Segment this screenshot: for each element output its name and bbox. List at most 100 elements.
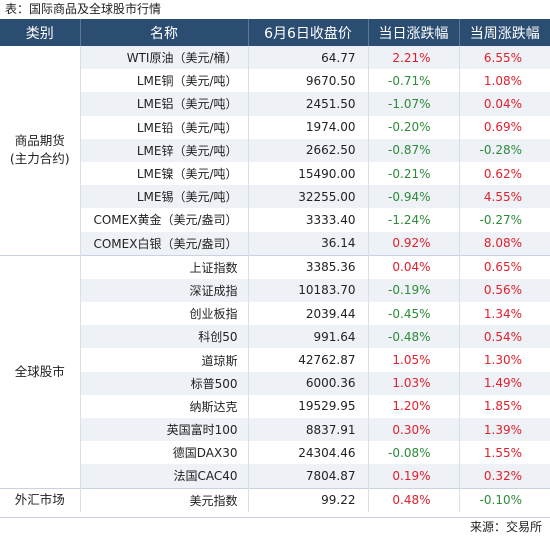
- week-change-cell: 0.62%: [459, 161, 550, 186]
- close-cell: 64.77: [248, 46, 369, 70]
- day-change-cell: 0.04%: [368, 254, 460, 279]
- table-bottom-border: [0, 517, 550, 518]
- table-row: 商品期货 (主力合约) WTI原油（美元/桶） 64.77 2.21% 6.55%: [0, 46, 550, 256]
- header-name: 名称: [80, 19, 249, 46]
- close-cell: 15490.00: [248, 161, 369, 186]
- close-cell: 6000.36: [248, 371, 369, 395]
- close-cell: 99.22: [248, 487, 369, 512]
- name-cell: LME铝（美元/吨）: [80, 92, 249, 116]
- table-title: 表：国际商品及全球股市行情: [5, 2, 162, 16]
- name-cell: 道琼斯: [80, 348, 249, 372]
- table-row: LME镍（美元/吨） 15490.00 -0.21% 0.62%: [0, 161, 550, 186]
- header-category: 类别: [0, 19, 81, 46]
- week-change-cell: 1.55%: [459, 441, 550, 465]
- name-cell: LME锌（美元/吨）: [80, 138, 249, 162]
- name-cell: 纳斯达克: [80, 394, 249, 418]
- week-change-cell: 1.39%: [459, 418, 550, 442]
- close-cell: 8837.91: [248, 418, 369, 442]
- week-change-cell: 0.65%: [459, 254, 550, 279]
- table-row: 德国DAX30 24304.46 -0.08% 1.55%: [0, 441, 550, 465]
- table-row: 法国CAC40 7804.87 0.19% 0.32%: [0, 464, 550, 489]
- name-cell: 科创50: [80, 325, 249, 349]
- name-cell: WTI原油（美元/桶）: [80, 46, 249, 70]
- table-row: 深证成指 10183.70 -0.19% 0.56%: [0, 278, 550, 303]
- week-change-cell: 8.08%: [459, 231, 550, 256]
- week-change-cell: 1.08%: [459, 69, 550, 93]
- close-cell: 9670.50: [248, 69, 369, 93]
- week-change-cell: 4.55%: [459, 185, 550, 209]
- close-cell: 24304.46: [248, 441, 369, 465]
- name-cell: LME铜（美元/吨）: [80, 69, 249, 93]
- header-day-change: 当日涨跌幅: [368, 19, 460, 46]
- close-cell: 19529.95: [248, 394, 369, 418]
- week-change-cell: 0.54%: [459, 325, 550, 349]
- table-row: LME锡（美元/吨） 32255.00 -0.94% 4.55%: [0, 185, 550, 209]
- close-cell: 991.64: [248, 325, 369, 349]
- day-change-cell: -0.21%: [368, 161, 460, 186]
- close-cell: 2039.44: [248, 302, 369, 326]
- name-cell: 创业板指: [80, 302, 249, 326]
- header-close: 6月6日收盘价: [248, 19, 369, 46]
- table-row: 科创50 991.64 -0.48% 0.54%: [0, 325, 550, 349]
- week-change-cell: 0.04%: [459, 92, 550, 116]
- day-change-cell: -0.94%: [368, 185, 460, 209]
- close-cell: 42762.87: [248, 348, 369, 372]
- day-change-cell: -0.45%: [368, 302, 460, 326]
- name-cell: 英国富时100: [80, 418, 249, 442]
- day-change-cell: -0.19%: [368, 278, 460, 303]
- day-change-cell: -0.20%: [368, 115, 460, 139]
- week-change-cell: 6.55%: [459, 46, 550, 70]
- close-cell: 36.14: [248, 231, 369, 256]
- table-row: LME铅（美元/吨） 1974.00 -0.20% 0.69%: [0, 115, 550, 139]
- name-cell: 法国CAC40: [80, 464, 249, 489]
- day-change-cell: 0.19%: [368, 464, 460, 489]
- category-cell: 商品期货 (主力合约): [0, 46, 81, 256]
- day-change-cell: 0.92%: [368, 231, 460, 256]
- name-cell: 深证成指: [80, 278, 249, 303]
- week-change-cell: 1.49%: [459, 371, 550, 395]
- week-change-cell: -0.10%: [459, 487, 550, 512]
- name-cell: COMEX黄金（美元/盎司）: [80, 208, 249, 232]
- market-table: 类别 名称 6月6日收盘价 当日涨跌幅 当周涨跌幅 商品期货 (主力合约) WTI…: [0, 19, 550, 512]
- week-change-cell: 0.56%: [459, 278, 550, 303]
- close-cell: 3333.40: [248, 208, 369, 232]
- header-week-change: 当周涨跌幅: [459, 19, 550, 46]
- table-row: 纳斯达克 19529.95 1.20% 1.85%: [0, 394, 550, 418]
- day-change-cell: 2.21%: [368, 46, 460, 70]
- day-change-cell: 1.05%: [368, 348, 460, 372]
- close-cell: 7804.87: [248, 464, 369, 489]
- day-change-cell: -0.71%: [368, 69, 460, 93]
- week-change-cell: 0.69%: [459, 115, 550, 139]
- week-change-cell: -0.28%: [459, 138, 550, 162]
- week-change-cell: 1.85%: [459, 394, 550, 418]
- name-cell: 上证指数: [80, 254, 249, 279]
- name-cell: LME锡（美元/吨）: [80, 185, 249, 209]
- name-cell: 标普500: [80, 371, 249, 395]
- week-change-cell: 1.30%: [459, 348, 550, 372]
- day-change-cell: -0.48%: [368, 325, 460, 349]
- table-row: LME锌（美元/吨） 2662.50 -0.87% -0.28%: [0, 138, 550, 162]
- week-change-cell: 0.32%: [459, 464, 550, 489]
- close-cell: 10183.70: [248, 278, 369, 303]
- day-change-cell: -0.08%: [368, 441, 460, 465]
- table-row: COMEX白银（美元/盎司） 36.14 0.92% 8.08%: [0, 231, 550, 256]
- table-row: 外汇市场 美元指数 99.22 0.48% -0.10%: [0, 487, 550, 512]
- name-cell: LME铅（美元/吨）: [80, 115, 249, 139]
- table-body: 商品期货 (主力合约) WTI原油（美元/桶） 64.77 2.21% 6.55% LME…: [0, 46, 550, 512]
- day-change-cell: 0.48%: [368, 487, 460, 512]
- week-change-cell: 1.34%: [459, 302, 550, 326]
- table-row: LME铝（美元/吨） 2451.50 -1.07% 0.04%: [0, 92, 550, 116]
- table-row: 英国富时100 8837.91 0.30% 1.39%: [0, 418, 550, 442]
- close-cell: 2451.50: [248, 92, 369, 116]
- day-change-cell: 1.20%: [368, 394, 460, 418]
- table-row: 创业板指 2039.44 -0.45% 1.34%: [0, 302, 550, 326]
- category-cell: 全球股市: [0, 254, 81, 489]
- day-change-cell: 1.03%: [368, 371, 460, 395]
- table-row: 道琼斯 42762.87 1.05% 1.30%: [0, 348, 550, 372]
- name-cell: COMEX白银（美元/盎司）: [80, 231, 249, 256]
- close-cell: 3385.36: [248, 254, 369, 279]
- close-cell: 1974.00: [248, 115, 369, 139]
- source-note: 来源：交易所: [469, 520, 542, 534]
- table-row: 标普500 6000.36 1.03% 1.49%: [0, 371, 550, 395]
- table-row: COMEX黄金（美元/盎司） 3333.40 -1.24% -0.27%: [0, 208, 550, 232]
